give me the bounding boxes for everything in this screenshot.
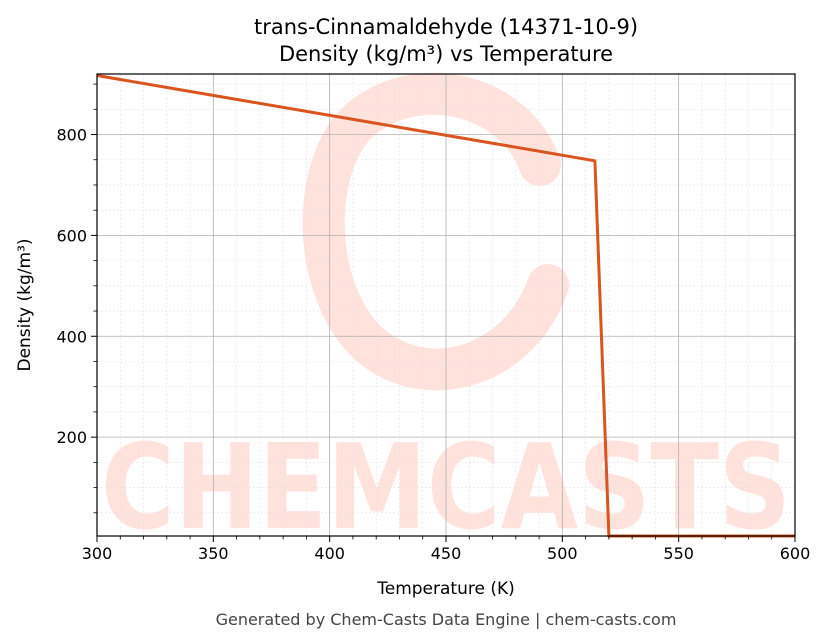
x-tick-label: 500: [547, 544, 578, 563]
y-axis-label: Density (kg/m³): [15, 238, 35, 371]
x-tick-label: 450: [431, 544, 462, 563]
x-tick-label: 400: [314, 544, 345, 563]
x-tick-label: 550: [663, 544, 694, 563]
y-tick-label: 600: [56, 226, 87, 245]
x-axis-label: Temperature (K): [376, 579, 515, 599]
footer-credit: Generated by Chem-Casts Data Engine | ch…: [216, 610, 677, 629]
x-tick-label: 350: [198, 544, 229, 563]
y-tick-label: 400: [56, 327, 87, 346]
chart-title: trans-Cinnamaldehyde (14371-10-9): [254, 15, 638, 39]
y-tick-label: 200: [56, 428, 87, 447]
y-tick-label: 800: [56, 126, 87, 145]
x-tick-label: 300: [82, 544, 113, 563]
chart-subtitle: Density (kg/m³) vs Temperature: [279, 42, 613, 66]
x-tick-label: 600: [780, 544, 811, 563]
axis-ticks: 300 350 400 450 500 550 600 200 400 600 800: [56, 83, 811, 563]
